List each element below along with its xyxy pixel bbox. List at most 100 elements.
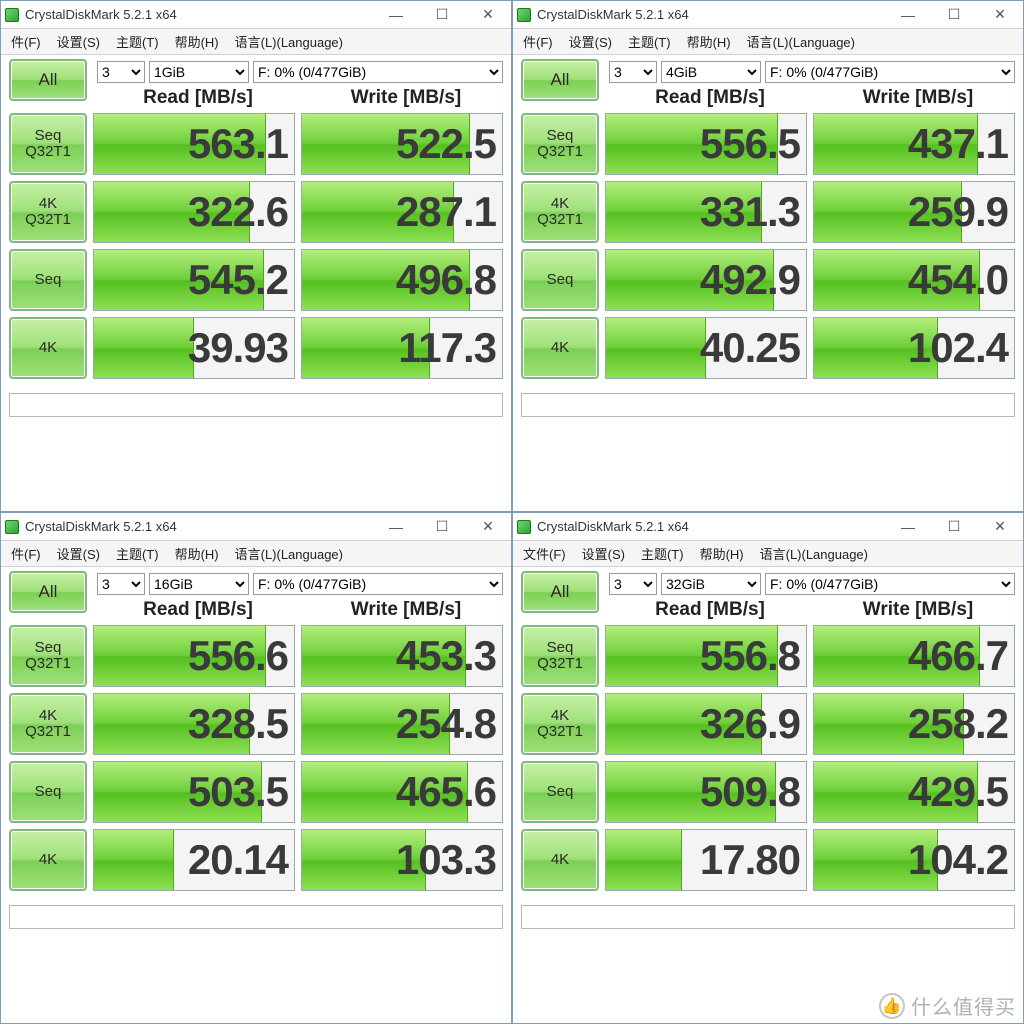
- write-value: 103.3: [301, 829, 503, 891]
- test-button[interactable]: 4KQ32T1: [521, 181, 599, 243]
- test-button[interactable]: SeqQ32T1: [9, 113, 87, 175]
- menubar: 件(F)设置(S)主题(T)帮助(H)语言(L)(Language): [1, 29, 511, 55]
- result-row: Seq509.8429.5: [521, 761, 1015, 823]
- run-all-button[interactable]: All: [521, 59, 599, 101]
- minimize-button[interactable]: —: [885, 513, 931, 541]
- drive-select[interactable]: F: 0% (0/477GiB): [253, 61, 503, 83]
- read-header: Read [MB/s]: [609, 87, 811, 109]
- menu-item[interactable]: 主题(T): [633, 542, 692, 565]
- menu-item[interactable]: 帮助(H): [679, 30, 739, 53]
- maximize-button[interactable]: ☐: [419, 1, 465, 29]
- close-button[interactable]: ✕: [977, 513, 1023, 541]
- result-row: 4KQ32T1326.9258.2: [521, 693, 1015, 755]
- menu-item[interactable]: 件(F): [3, 542, 49, 565]
- menu-item[interactable]: 设置(S): [574, 542, 633, 565]
- menu-item[interactable]: 主题(T): [108, 30, 167, 53]
- test-button[interactable]: 4K: [521, 317, 599, 379]
- controls-row: All 34GiBF: 0% (0/477GiB) Read [MB/s] Write…: [513, 55, 1023, 113]
- app-window: CrystalDiskMark 5.2.1 x64—☐✕件(F)设置(S)主题(…: [512, 0, 1024, 512]
- menu-item[interactable]: 帮助(H): [167, 30, 227, 53]
- test-button[interactable]: Seq: [9, 761, 87, 823]
- count-select[interactable]: 3: [609, 573, 657, 595]
- read-value: 556.8: [605, 625, 807, 687]
- drive-select[interactable]: F: 0% (0/477GiB): [765, 573, 1015, 595]
- minimize-button[interactable]: —: [885, 1, 931, 29]
- result-row: 4KQ32T1322.6287.1: [9, 181, 503, 243]
- write-value: 104.2: [813, 829, 1015, 891]
- size-select[interactable]: 1GiB: [149, 61, 249, 83]
- titlebar: CrystalDiskMark 5.2.1 x64—☐✕: [1, 513, 511, 541]
- close-button[interactable]: ✕: [465, 1, 511, 29]
- test-button[interactable]: SeqQ32T1: [521, 625, 599, 687]
- write-header: Write [MB/s]: [305, 599, 507, 621]
- test-button[interactable]: 4KQ32T1: [9, 693, 87, 755]
- menu-item[interactable]: 帮助(H): [167, 542, 227, 565]
- write-value: 254.8: [301, 693, 503, 755]
- close-button[interactable]: ✕: [465, 513, 511, 541]
- maximize-button[interactable]: ☐: [419, 513, 465, 541]
- size-select[interactable]: 4GiB: [661, 61, 761, 83]
- size-select[interactable]: 16GiB: [149, 573, 249, 595]
- results-table: SeqQ32T1556.8466.74KQ32T1326.9258.2Seq50…: [513, 625, 1023, 903]
- run-all-button[interactable]: All: [9, 59, 87, 101]
- count-select[interactable]: 3: [97, 61, 145, 83]
- menubar: 文件(F)设置(S)主题(T)帮助(H)语言(L)(Language): [513, 541, 1023, 567]
- results-table: SeqQ32T1556.5437.14KQ32T1331.3259.9Seq49…: [513, 113, 1023, 391]
- app-window: CrystalDiskMark 5.2.1 x64—☐✕件(F)设置(S)主题(…: [0, 512, 512, 1024]
- menubar: 件(F)设置(S)主题(T)帮助(H)语言(L)(Language): [513, 29, 1023, 55]
- menu-item[interactable]: 件(F): [515, 30, 561, 53]
- menu-item[interactable]: 设置(S): [561, 30, 620, 53]
- test-button[interactable]: Seq: [521, 761, 599, 823]
- app-icon: [517, 520, 531, 534]
- write-value: 522.5: [301, 113, 503, 175]
- write-header: Write [MB/s]: [817, 87, 1019, 109]
- drive-select[interactable]: F: 0% (0/477GiB): [765, 61, 1015, 83]
- run-all-button[interactable]: All: [521, 571, 599, 613]
- read-value: 17.80: [605, 829, 807, 891]
- menu-item[interactable]: 帮助(H): [692, 542, 752, 565]
- read-value: 40.25: [605, 317, 807, 379]
- minimize-button[interactable]: —: [373, 1, 419, 29]
- drive-select[interactable]: F: 0% (0/477GiB): [253, 573, 503, 595]
- menu-item[interactable]: 语言(L)(Language): [227, 30, 351, 53]
- result-row: SeqQ32T1563.1522.5: [9, 113, 503, 175]
- app-window: CrystalDiskMark 5.2.1 x64—☐✕件(F)设置(S)主题(…: [0, 0, 512, 512]
- test-button[interactable]: SeqQ32T1: [521, 113, 599, 175]
- result-row: SeqQ32T1556.5437.1: [521, 113, 1015, 175]
- test-button[interactable]: SeqQ32T1: [9, 625, 87, 687]
- status-bar: [521, 905, 1015, 929]
- result-row: Seq503.5465.6: [9, 761, 503, 823]
- maximize-button[interactable]: ☐: [931, 1, 977, 29]
- test-button[interactable]: Seq: [521, 249, 599, 311]
- menu-item[interactable]: 主题(T): [108, 542, 167, 565]
- maximize-button[interactable]: ☐: [931, 513, 977, 541]
- write-value: 454.0: [813, 249, 1015, 311]
- test-button[interactable]: 4KQ32T1: [9, 181, 87, 243]
- read-value: 492.9: [605, 249, 807, 311]
- controls-row: All316GiBF: 0% (0/477GiB)Read [MB/s]Writ…: [1, 567, 511, 625]
- menu-item[interactable]: 语言(L)(Language): [752, 542, 876, 565]
- menu-item[interactable]: 件(F): [3, 30, 49, 53]
- write-header: Write [MB/s]: [817, 599, 1019, 621]
- write-value: 465.6: [301, 761, 503, 823]
- menu-item[interactable]: 设置(S): [49, 30, 108, 53]
- size-select[interactable]: 32GiB: [661, 573, 761, 595]
- menu-item[interactable]: 主题(T): [620, 30, 679, 53]
- run-all-button[interactable]: All: [9, 571, 87, 613]
- menu-item[interactable]: 文件(F): [515, 542, 574, 565]
- test-button[interactable]: Seq: [9, 249, 87, 311]
- write-value: 453.3: [301, 625, 503, 687]
- result-row: SeqQ32T1556.8466.7: [521, 625, 1015, 687]
- read-value: 20.14: [93, 829, 295, 891]
- test-button[interactable]: 4KQ32T1: [521, 693, 599, 755]
- count-select[interactable]: 3: [97, 573, 145, 595]
- menu-item[interactable]: 语言(L)(Language): [227, 542, 351, 565]
- close-button[interactable]: ✕: [977, 1, 1023, 29]
- menu-item[interactable]: 设置(S): [49, 542, 108, 565]
- test-button[interactable]: 4K: [521, 829, 599, 891]
- test-button[interactable]: 4K: [9, 829, 87, 891]
- menu-item[interactable]: 语言(L)(Language): [739, 30, 863, 53]
- count-select[interactable]: 3: [609, 61, 657, 83]
- minimize-button[interactable]: —: [373, 513, 419, 541]
- test-button[interactable]: 4K: [9, 317, 87, 379]
